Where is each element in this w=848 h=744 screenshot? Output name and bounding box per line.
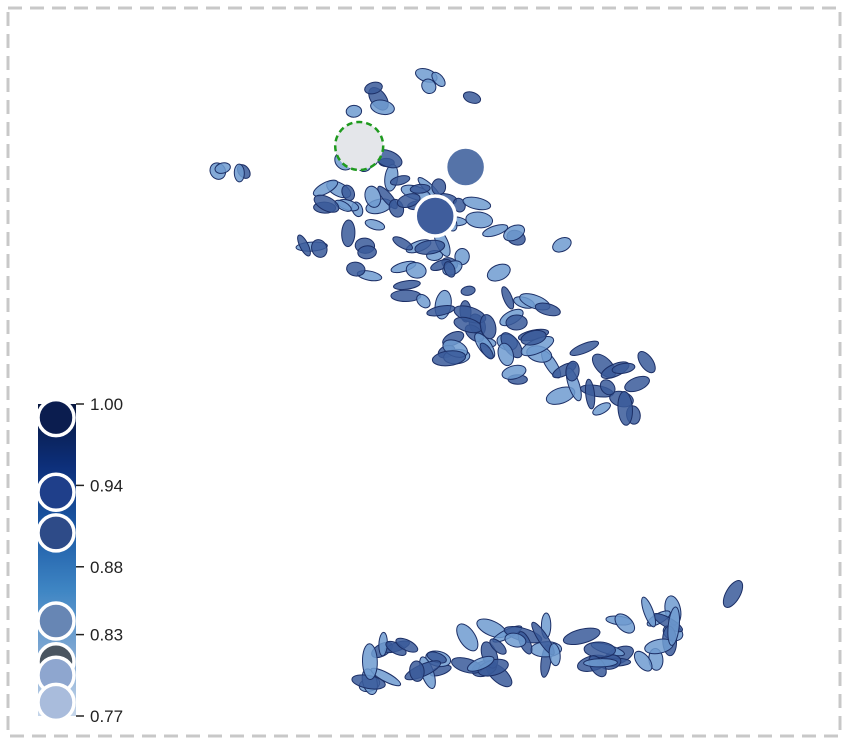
data-point: [456, 623, 479, 652]
data-point: [614, 613, 636, 634]
data-point: [482, 224, 509, 238]
data-point: [416, 293, 431, 309]
data-point: [466, 655, 495, 672]
data-point: [341, 184, 356, 201]
data-point: [431, 71, 446, 88]
data-point: [548, 643, 561, 667]
data-point: [504, 632, 527, 648]
data-point: [462, 91, 482, 104]
data-point: [534, 302, 561, 317]
data-point: [503, 224, 526, 242]
data-point: [346, 261, 366, 277]
data-point: [592, 402, 611, 416]
data-point: [722, 580, 744, 608]
colorbar-tick-label: 1.00: [90, 395, 123, 414]
data-point: [405, 261, 427, 279]
data-point: [633, 650, 653, 672]
data-point: [233, 163, 245, 183]
highlighted-point: [333, 120, 385, 172]
data-point: [489, 638, 507, 655]
data-point: [569, 340, 600, 356]
data-point: [409, 183, 431, 194]
data-point: [341, 219, 356, 248]
data-point: [357, 245, 377, 260]
data-point: [395, 637, 419, 653]
highlighted-plot-markers: [333, 120, 488, 238]
data-point: [552, 237, 572, 253]
data-point: [364, 81, 383, 95]
data-point: [505, 314, 528, 331]
data-point: [497, 342, 515, 367]
data-point: [465, 211, 494, 229]
data-point: [462, 196, 492, 211]
colorbar: 1.00 0.94 0.88 0.83 0.77: [36, 395, 123, 726]
data-point: [431, 350, 467, 367]
colorbar-tick-label: 0.77: [90, 707, 123, 726]
data-point: [361, 643, 378, 680]
data-point: [311, 239, 328, 258]
data-point: [583, 641, 616, 658]
data-point: [345, 104, 363, 118]
data-point: [393, 279, 421, 291]
data-point: [479, 342, 494, 360]
data-point: [414, 239, 446, 255]
colorbar-marker: [36, 513, 76, 553]
data-point: [364, 185, 382, 208]
data-point: [396, 193, 421, 209]
data-point: [312, 179, 339, 197]
data-point: [599, 379, 616, 396]
highlighted-point: [443, 145, 488, 189]
data-point: [520, 329, 547, 346]
data-point: [392, 236, 414, 251]
colorbar-marker: [36, 601, 76, 641]
data-point: [297, 234, 311, 257]
data-point: [364, 219, 386, 231]
colorbar-tick-label: 0.83: [90, 626, 123, 645]
data-point: [460, 285, 476, 296]
data-point: [584, 378, 596, 410]
colorbar-ticks: 1.00 0.94 0.88 0.83 0.77: [76, 395, 123, 726]
data-point: [426, 304, 456, 317]
data-point: [421, 78, 437, 95]
data-point: [667, 606, 681, 646]
data-point: [501, 364, 527, 380]
data-point: [617, 391, 633, 426]
data-point: [583, 658, 618, 668]
data-point: [479, 314, 497, 340]
colorbar-marker: [36, 682, 76, 723]
colorbar-markers: [36, 397, 76, 723]
data-point: [409, 660, 425, 682]
data-point: [611, 362, 636, 375]
data-point: [431, 178, 447, 196]
data-point: [624, 375, 650, 393]
colorbar-marker: [36, 472, 76, 512]
colorbar-tick-label: 0.88: [90, 558, 123, 577]
data-point: [443, 261, 456, 278]
data-point: [565, 360, 580, 382]
colorbar-tick-label: 0.94: [90, 476, 123, 495]
data-point: [389, 175, 411, 186]
data-point: [313, 194, 340, 213]
highlighted-point: [413, 194, 457, 238]
data-point: [641, 596, 657, 628]
data-point: [562, 627, 601, 646]
data-point: [637, 350, 656, 374]
data-point: [370, 99, 395, 116]
data-point: [486, 263, 511, 282]
colorbar-marker: [36, 397, 76, 438]
data-point: [501, 286, 515, 310]
data-point: [214, 162, 231, 174]
